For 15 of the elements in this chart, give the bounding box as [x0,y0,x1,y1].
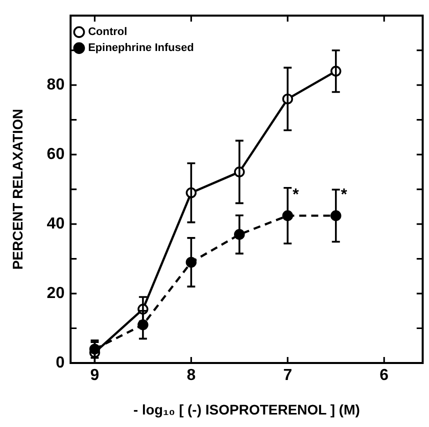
x-tick-label: 8 [186,367,196,384]
annotation: * [292,186,300,204]
x-tick-label: 7 [283,367,292,384]
legend-label: Control [88,26,128,38]
y-tick-label: 40 [46,215,65,232]
y-tick-label: 60 [46,146,65,163]
annotation: * [340,186,348,204]
y-tick-label: 0 [56,354,65,372]
legend-label: Epinephrine Infused [88,42,194,54]
x-tick-label: 6 [380,367,389,384]
x-axis-title: - log₁₀ [ (-) ISOPROTERENOL ] (M) [133,401,360,418]
y-tick-label: 20 [46,284,65,302]
y-tick-label: 80 [46,76,65,94]
x-tick-label: 9 [90,367,100,384]
y-axis-title: PERCENT RELAXATION [9,108,26,270]
